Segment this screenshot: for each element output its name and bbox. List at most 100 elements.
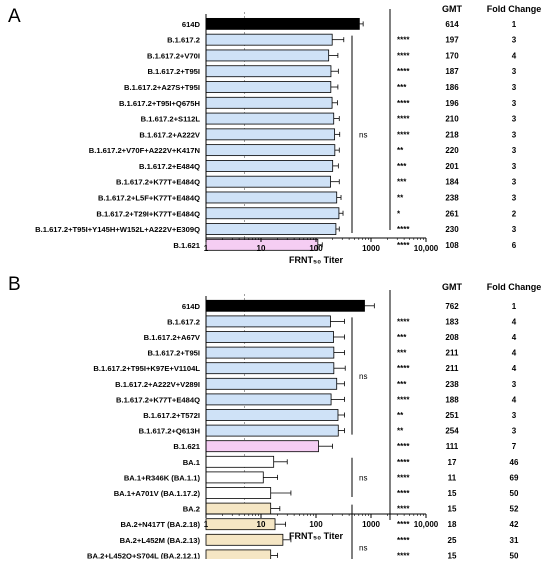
category-label: BA.2+L452M (BA.2.13) bbox=[120, 536, 201, 545]
significance-stars: **** bbox=[397, 395, 410, 404]
bar bbox=[205, 191, 338, 204]
significance-stars: **** bbox=[397, 442, 410, 451]
category-label: B.1.617.2+A27S+T95I bbox=[124, 83, 200, 92]
fold-change-value: 6 bbox=[512, 241, 517, 250]
significance-stars: **** bbox=[397, 36, 410, 45]
fold-change-value: 52 bbox=[510, 505, 519, 514]
significance-stars: **** bbox=[397, 505, 410, 514]
fold-change-value: 1 bbox=[512, 20, 517, 29]
gmt-value: 186 bbox=[445, 83, 459, 92]
significance-stars: *** bbox=[397, 162, 407, 171]
fold-change-value: 4 bbox=[512, 395, 517, 404]
category-label: B.1.617.2+T95I+Y145H+W152L+A222V+E309Q bbox=[35, 225, 200, 234]
panel-letter: B bbox=[8, 274, 21, 295]
gmt-value: 614 bbox=[445, 20, 459, 29]
significance-stars: *** bbox=[397, 83, 407, 92]
gmt-value: 210 bbox=[445, 115, 459, 124]
fold-change-value: 3 bbox=[512, 83, 517, 92]
gmt-value: 254 bbox=[445, 427, 459, 436]
significance-stars: *** bbox=[397, 380, 407, 389]
significance-stars: **** bbox=[397, 67, 410, 76]
significance-stars: **** bbox=[397, 551, 410, 559]
bar bbox=[205, 440, 319, 453]
fold-change-column-header: Fold Change bbox=[487, 282, 542, 292]
bar bbox=[205, 160, 334, 172]
significance-stars: **** bbox=[397, 225, 410, 234]
bar bbox=[205, 299, 365, 312]
significance-stars: ** bbox=[397, 193, 404, 202]
fold-change-value: 46 bbox=[510, 458, 519, 467]
bar bbox=[205, 502, 272, 515]
gmt-value: 183 bbox=[445, 317, 459, 326]
bar bbox=[205, 377, 338, 390]
gmt-value: 25 bbox=[448, 536, 457, 545]
bar bbox=[205, 362, 335, 375]
x-tick-label: 10 bbox=[257, 244, 266, 253]
significance-stars: **** bbox=[397, 458, 410, 467]
gmt-value: 187 bbox=[445, 67, 459, 76]
fold-change-value: 69 bbox=[510, 473, 519, 482]
significance-stars: **** bbox=[397, 51, 410, 60]
gmt-column-header: GMT bbox=[442, 4, 462, 14]
fold-change-value: 3 bbox=[512, 162, 517, 171]
gmt-value: 220 bbox=[445, 146, 459, 155]
category-label: B.1.617.2+T572I bbox=[143, 411, 200, 420]
bar bbox=[205, 33, 333, 46]
gmt-value: 208 bbox=[445, 333, 459, 342]
gmt-value: 218 bbox=[445, 130, 459, 139]
x-tick-label: 1000 bbox=[362, 520, 380, 529]
fold-change-value: 3 bbox=[512, 225, 517, 234]
gmt-column-header: GMT bbox=[442, 282, 462, 292]
bar bbox=[205, 471, 264, 484]
fold-change-value: 3 bbox=[512, 380, 517, 389]
x-axis-title: FRNT₅₀ Titer bbox=[289, 255, 344, 265]
gmt-value: 111 bbox=[446, 442, 459, 451]
bar bbox=[205, 96, 333, 109]
x-tick-label: 1 bbox=[204, 520, 209, 529]
fold-change-value: 1 bbox=[512, 302, 517, 311]
bar bbox=[205, 223, 337, 235]
bar bbox=[205, 112, 335, 125]
bar bbox=[205, 17, 360, 30]
gmt-value: 261 bbox=[445, 209, 459, 218]
fold-change-value: 3 bbox=[512, 115, 517, 124]
fold-change-value: 3 bbox=[512, 411, 517, 420]
category-label: B.1.617.2+S112L bbox=[141, 115, 201, 124]
category-label: BA.2 bbox=[183, 505, 200, 514]
fold-change-value: 4 bbox=[512, 317, 517, 326]
gmt-value: 197 bbox=[445, 36, 459, 45]
bar bbox=[205, 81, 332, 93]
gmt-value: 211 bbox=[446, 349, 459, 358]
fold-change-value: 2 bbox=[512, 209, 517, 218]
category-label: B.1.617.2+K77T+E484Q bbox=[116, 178, 200, 187]
significance-stars: ** bbox=[397, 427, 404, 436]
fold-change-value: 3 bbox=[512, 178, 517, 187]
gmt-value: 170 bbox=[445, 51, 459, 60]
category-label: B.1.617.2+A222V+V289I bbox=[115, 380, 200, 389]
bar bbox=[205, 549, 272, 562]
gmt-value: 11 bbox=[448, 473, 457, 482]
gmt-value: 211 bbox=[446, 364, 459, 373]
bar bbox=[205, 315, 331, 328]
category-label: B.1.617.2+L5F+K77T+E484Q bbox=[98, 193, 200, 202]
gmt-value: 15 bbox=[448, 489, 457, 498]
x-tick-label: 1000 bbox=[362, 244, 380, 253]
category-label: B.1.617.2+K77T+E484Q bbox=[116, 395, 200, 404]
gmt-value: 188 bbox=[445, 395, 459, 404]
category-label: B.1.617.2+Q613H bbox=[139, 427, 200, 436]
gmt-value: 15 bbox=[448, 551, 457, 559]
ns-label: ns bbox=[359, 372, 367, 381]
bar bbox=[205, 144, 336, 157]
fold-change-value: 3 bbox=[512, 130, 517, 139]
category-label: B.1.617.2+E484Q bbox=[139, 162, 200, 171]
fold-change-column-header: Fold Change bbox=[487, 4, 542, 14]
bar bbox=[205, 409, 339, 421]
gmt-value: 238 bbox=[445, 380, 459, 389]
bar bbox=[205, 207, 340, 220]
fold-change-value: 7 bbox=[512, 442, 517, 451]
category-label: B.1.621 bbox=[173, 241, 200, 250]
fold-change-value: 3 bbox=[512, 193, 517, 202]
category-label: B.1.617.2+A222V bbox=[139, 130, 201, 139]
fold-change-value: 4 bbox=[512, 51, 517, 60]
